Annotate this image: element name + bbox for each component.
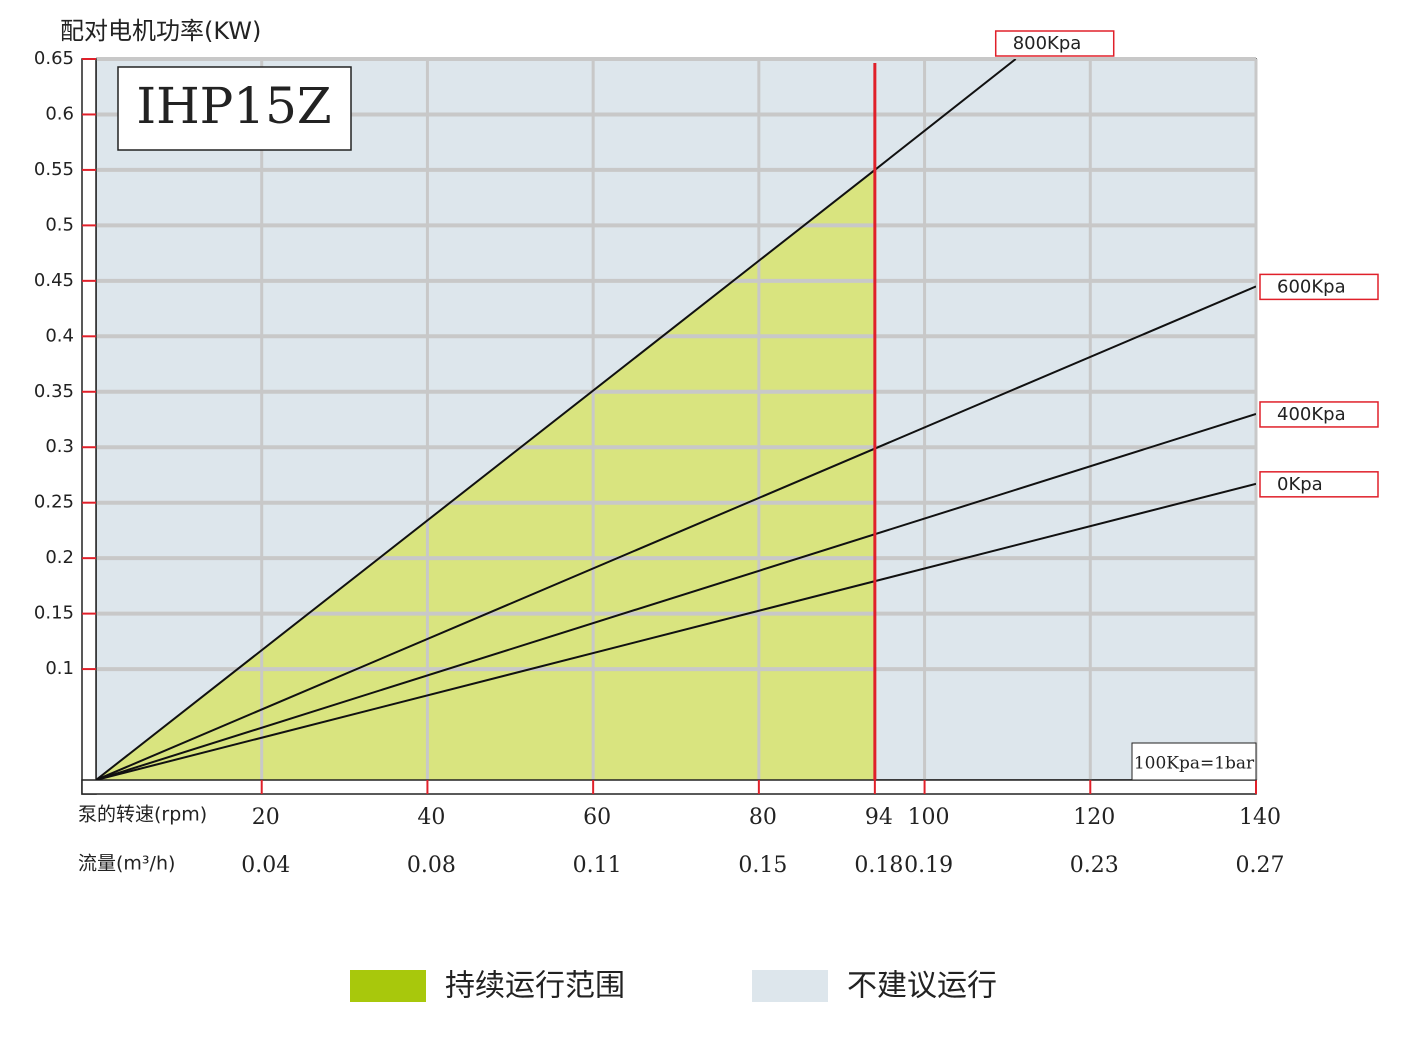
y-tick-label: 0.35 bbox=[34, 381, 74, 402]
legend-label: 不建议运行 bbox=[847, 969, 997, 1004]
legend-label: 持续运行范围 bbox=[445, 969, 625, 1004]
x-axis-title: 泵的转速(rpm) bbox=[78, 804, 207, 826]
x-ruler bbox=[81, 779, 1257, 795]
x-tick-label: 60 bbox=[583, 805, 611, 830]
y-tick-label: 0.5 bbox=[45, 214, 74, 235]
flow-tick-label: 0.04 bbox=[241, 853, 290, 878]
flow-axis-title: 流量(m³/h) bbox=[78, 853, 175, 875]
series-label-box bbox=[1259, 401, 1379, 428]
series-label: 400Kpa bbox=[1277, 404, 1346, 425]
series-line bbox=[96, 482, 1256, 780]
x-tick-label: 120 bbox=[1073, 805, 1115, 830]
series-label: 600Kpa bbox=[1277, 276, 1346, 297]
flow-tick-label: 0.19 bbox=[904, 853, 953, 878]
x-tick-label: 80 bbox=[749, 805, 777, 830]
x-tick-label: 20 bbox=[252, 805, 280, 830]
y-tick-label: 0.55 bbox=[34, 159, 74, 180]
model-label: IHP15Z bbox=[136, 77, 331, 135]
y-tick-label: 0.45 bbox=[34, 270, 74, 291]
flow-tick-label: 0.11 bbox=[573, 853, 622, 878]
model-box bbox=[117, 66, 352, 151]
y-tick-label: 0.25 bbox=[34, 492, 74, 513]
flow-tick-label: 0.18 bbox=[854, 853, 903, 878]
chart-title: 配对电机功率(KW) bbox=[60, 17, 261, 45]
flow-tick-label: 0.15 bbox=[738, 853, 787, 878]
flow-tick-label: 0.23 bbox=[1070, 853, 1119, 878]
legend-swatch bbox=[752, 970, 828, 1002]
series-line bbox=[96, 413, 1256, 780]
note-box bbox=[1131, 742, 1257, 781]
series-label: 800Kpa bbox=[1013, 33, 1082, 54]
y-tick-label: 0.1 bbox=[45, 658, 74, 679]
flow-tick-label: 0.27 bbox=[1236, 853, 1285, 878]
series-label-box bbox=[1259, 273, 1379, 301]
y-tick-label: 0.6 bbox=[45, 103, 74, 124]
series-line bbox=[96, 285, 1256, 780]
series-label-box bbox=[994, 30, 1115, 57]
note-label: 100Kpa=1bar bbox=[1134, 754, 1255, 774]
x-tick-label: 40 bbox=[417, 805, 445, 830]
legend-swatch bbox=[350, 970, 426, 1002]
y-tick-label: 0.15 bbox=[34, 603, 74, 624]
y-tick-label: 0.65 bbox=[34, 48, 74, 69]
series-label-box bbox=[1259, 471, 1379, 498]
y-tick-label: 0.3 bbox=[45, 436, 74, 457]
x-tick-label: 94 bbox=[865, 805, 893, 830]
series-label: 0Kpa bbox=[1277, 474, 1323, 495]
y-tick-label: 0.4 bbox=[45, 325, 74, 346]
flow-tick-label: 0.08 bbox=[407, 853, 456, 878]
x-tick-label: 140 bbox=[1239, 805, 1281, 830]
x-tick-label: 100 bbox=[908, 805, 950, 830]
y-tick-label: 0.2 bbox=[45, 547, 74, 568]
